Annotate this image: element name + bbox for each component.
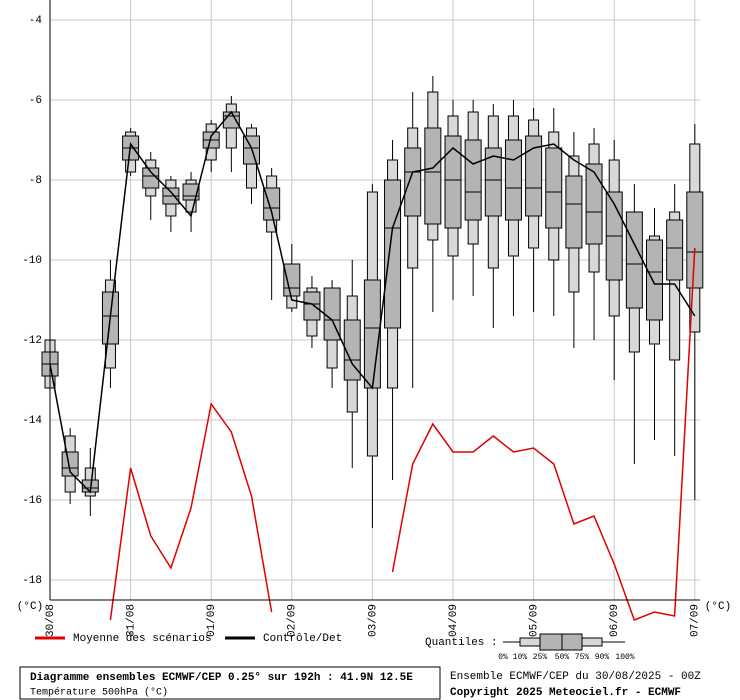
series-line [109, 247, 696, 621]
unit-label: (°C) [705, 601, 731, 613]
legend-label: Moyenne des scénarios [73, 633, 212, 645]
x-tick-label: 06/09 [609, 604, 621, 637]
quantile-box-25-75 [404, 147, 422, 217]
quantile-box-25-75 [384, 179, 402, 329]
glyph-box [539, 633, 583, 651]
x-tick-label: 05/09 [529, 604, 541, 637]
quantile-box-25-75 [646, 239, 663, 321]
quantile-box-25-75 [625, 211, 643, 309]
quantile-label: 0% [498, 653, 508, 662]
quantile-box-25-75 [464, 139, 482, 221]
quantile-label: 90% [595, 653, 610, 662]
quantile-box-25-75 [263, 187, 281, 221]
quantile-box-25-75 [222, 111, 240, 129]
copyright: Copyright 2025 Meteociel.fr - ECMWF [450, 687, 681, 699]
y-tick-label: -4 [29, 15, 43, 27]
y-tick-label: -12 [22, 335, 42, 347]
quantile-label: 50% [555, 653, 570, 662]
quantile-label: 100% [615, 653, 634, 662]
y-tick-label: -6 [29, 95, 42, 107]
y-tick-label: -18 [22, 575, 42, 587]
x-tick-label: 03/09 [367, 604, 379, 637]
y-tick-label: -16 [22, 495, 42, 507]
quantile-box-25-75 [666, 219, 684, 281]
quantile-box-25-75 [142, 167, 160, 189]
quantile-box-25-75 [303, 291, 321, 321]
x-tick-label: 01/09 [206, 604, 218, 637]
unit-label: (°C) [17, 601, 43, 613]
x-tick-label: 04/09 [448, 604, 460, 637]
x-tick-label: 30/08 [45, 604, 57, 637]
quantile-box-25-75 [61, 451, 79, 477]
x-tick-label: 31/08 [126, 604, 138, 637]
quantile-label: 10% [513, 653, 528, 662]
quantile-box-25-75 [504, 139, 522, 221]
series-line [50, 110, 696, 494]
quantile-box-25-75 [585, 163, 603, 245]
quantile-box-25-75 [565, 175, 583, 249]
quantile-box-25-75 [545, 147, 563, 229]
quantile-box-25-75 [283, 263, 301, 297]
legend-label: Contrôle/Det [263, 633, 342, 645]
y-tick-label: -14 [22, 415, 42, 427]
run-info: Ensemble ECMWF/CEP du 30/08/2025 - 00Z [450, 671, 701, 683]
x-tick-label: 07/09 [690, 604, 702, 637]
quantile-label: 25% [533, 653, 548, 662]
quantile-label: 75% [575, 653, 590, 662]
quantile-box-25-75 [686, 191, 704, 289]
y-tick-label: -8 [29, 175, 42, 187]
x-tick-label: 02/09 [287, 604, 299, 637]
quantile-box-25-75 [343, 319, 361, 381]
chart-subtitle: Température 500hPa (°C) [30, 687, 168, 699]
title-box [19, 666, 441, 700]
y-tick-label: -10 [22, 255, 42, 267]
quantile-box-25-75 [525, 135, 543, 217]
quantile-box-25-75 [484, 147, 502, 217]
quantile-box-10-90 [669, 211, 681, 361]
quantile-box-25-75 [424, 127, 442, 225]
quantile-box-25-75 [363, 279, 381, 389]
quantile-box-25-75 [444, 135, 462, 229]
quantiles-label: Quantiles : [425, 637, 498, 649]
quantile-glyph [503, 633, 625, 651]
chart-title: Diagramme ensembles ECMWF/CEP 0.25° sur … [30, 672, 413, 684]
